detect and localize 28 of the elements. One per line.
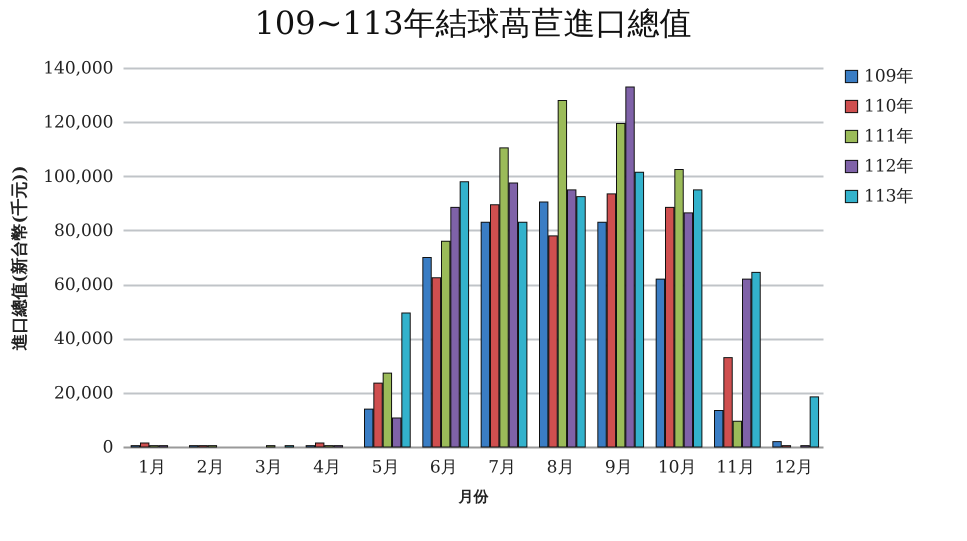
x-tick-label: 2月	[196, 458, 224, 478]
x-tick-label: 9月	[604, 458, 633, 478]
x-tick-label: 11月	[716, 458, 755, 478]
y-tick-label: 0	[102, 438, 114, 458]
x-tick-label: 3月	[254, 458, 283, 478]
y-tick-label: 100,000	[43, 166, 114, 187]
chart-title: 109~113年結球萵苣進口總值	[254, 4, 692, 42]
legend-label: 111年	[864, 126, 914, 146]
legend-label: 109年	[864, 66, 914, 86]
x-tick-label: 7月	[488, 458, 516, 478]
x-tick-label: 12月	[774, 458, 814, 478]
y-tick-label: 140,000	[43, 58, 114, 78]
x-tick-label: 1月	[138, 458, 166, 478]
y-tick-label: 60,000	[54, 275, 114, 296]
x-tick-label: 6月	[430, 458, 458, 478]
x-tick-label: 4月	[313, 458, 342, 478]
x-tick-label: 5月	[372, 458, 400, 478]
x-tick-label: 8月	[546, 458, 574, 478]
x-axis-title: 月份	[458, 488, 490, 506]
y-tick-label: 40,000	[54, 329, 114, 350]
legend-label: 113年	[864, 186, 914, 206]
y-tick-label: 20,000	[54, 383, 114, 404]
y-tick-label: 80,000	[54, 220, 114, 241]
y-axis-title: 進口總值(新台幣(千元))	[10, 165, 30, 351]
legend-label: 110年	[864, 96, 914, 116]
y-tick-label: 120,000	[43, 112, 114, 133]
x-tick-label: 10月	[658, 458, 696, 478]
legend-label: 112年	[864, 156, 914, 176]
